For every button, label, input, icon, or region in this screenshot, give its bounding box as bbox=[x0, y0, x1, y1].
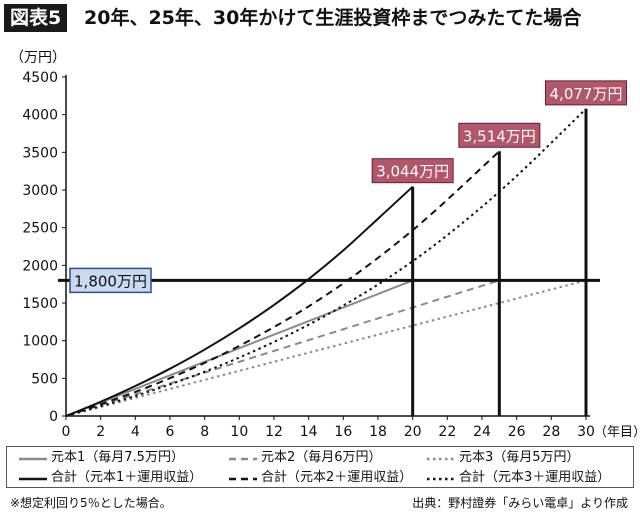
series-line-3 bbox=[65, 279, 587, 417]
value-callout-label: 4,077万円 bbox=[550, 85, 623, 103]
legend-swatch bbox=[229, 457, 257, 461]
legend-swatch bbox=[19, 457, 47, 461]
reference-label-box bbox=[69, 267, 152, 294]
series-line-6 bbox=[65, 108, 587, 417]
x-tick-label: 24 bbox=[473, 424, 491, 440]
y-tick-label: 4000 bbox=[22, 108, 58, 124]
x-tick-label: 6 bbox=[166, 424, 175, 440]
value-callout-label: 3,514万円 bbox=[463, 127, 536, 145]
x-tick-label: 10 bbox=[230, 424, 248, 440]
y-tick-label: 1000 bbox=[22, 334, 58, 350]
series-line-1 bbox=[65, 279, 414, 417]
legend-label: 合計（元本3＋運用収益） bbox=[459, 470, 611, 485]
x-axis-label: （年目） bbox=[594, 425, 640, 440]
y-tick-label: 2000 bbox=[22, 258, 58, 274]
figure-header: 図表5 20年、25年、30年かけて生涯投資枠までつみたてた場合 bbox=[0, 0, 640, 36]
series-line-2 bbox=[65, 279, 500, 417]
y-tick-label: 500 bbox=[31, 371, 58, 387]
footnote: ※想定利回り5％とした場合。 bbox=[10, 496, 172, 510]
x-tick-label: 18 bbox=[369, 424, 387, 440]
x-tick-label: 22 bbox=[438, 424, 456, 440]
x-tick-label: 30 bbox=[577, 424, 595, 440]
y-axis-label: （万円） bbox=[10, 50, 66, 66]
value-callout-box bbox=[458, 122, 541, 148]
y-tick-label: 3000 bbox=[22, 183, 58, 199]
series-line-4 bbox=[65, 185, 414, 417]
figure-tag: 図表5 bbox=[4, 4, 68, 32]
legend-swatch bbox=[427, 457, 455, 461]
legend-swatch bbox=[19, 477, 47, 481]
x-tick-label: 28 bbox=[542, 424, 560, 440]
y-tick-label: 4500 bbox=[22, 70, 58, 86]
value-callout-box bbox=[545, 80, 627, 106]
x-tick-label: 8 bbox=[200, 424, 209, 440]
legend-label: 合計（元本2＋運用収益） bbox=[261, 470, 413, 485]
y-tick-label: 2500 bbox=[22, 221, 58, 237]
x-tick-label: 4 bbox=[131, 424, 140, 440]
x-tick-label: 12 bbox=[265, 424, 283, 440]
x-tick-label: 26 bbox=[508, 424, 526, 440]
legend-swatch bbox=[427, 477, 455, 481]
y-tick-label: 1500 bbox=[22, 296, 58, 312]
x-tick-label: 0 bbox=[62, 424, 71, 440]
x-tick-label: 20 bbox=[404, 424, 422, 440]
reference-label: 1,800万円 bbox=[74, 272, 147, 290]
chart-legend: 元本1（毎月7.5万円） 元本2（毎月6万円） 元本3（毎月5万円） 合計（元本1＋運… bbox=[6, 446, 634, 488]
y-tick-label: 3500 bbox=[22, 145, 58, 161]
x-tick-label: 16 bbox=[334, 424, 352, 440]
legend-swatch bbox=[229, 477, 257, 481]
series-line-5 bbox=[65, 150, 501, 417]
legend-label: 元本3（毎月5万円） bbox=[459, 450, 580, 465]
x-tick-label: 14 bbox=[300, 424, 318, 440]
legend-label: 合計（元本1＋運用収益） bbox=[51, 470, 203, 485]
x-tick-label: 2 bbox=[96, 424, 105, 440]
y-tick-label: 0 bbox=[49, 409, 58, 425]
chart-title: 20年、25年、30年かけて生涯投資枠までつみたてた場合 bbox=[84, 7, 582, 29]
value-callout-box bbox=[371, 158, 454, 184]
value-callout-label: 3,044万円 bbox=[376, 163, 449, 181]
legend-label: 元本1（毎月7.5万円） bbox=[51, 450, 184, 465]
legend-label: 元本2（毎月6万円） bbox=[261, 450, 382, 465]
source-note: 出典：野村證券「みらい電卓」より作成 bbox=[412, 496, 628, 510]
